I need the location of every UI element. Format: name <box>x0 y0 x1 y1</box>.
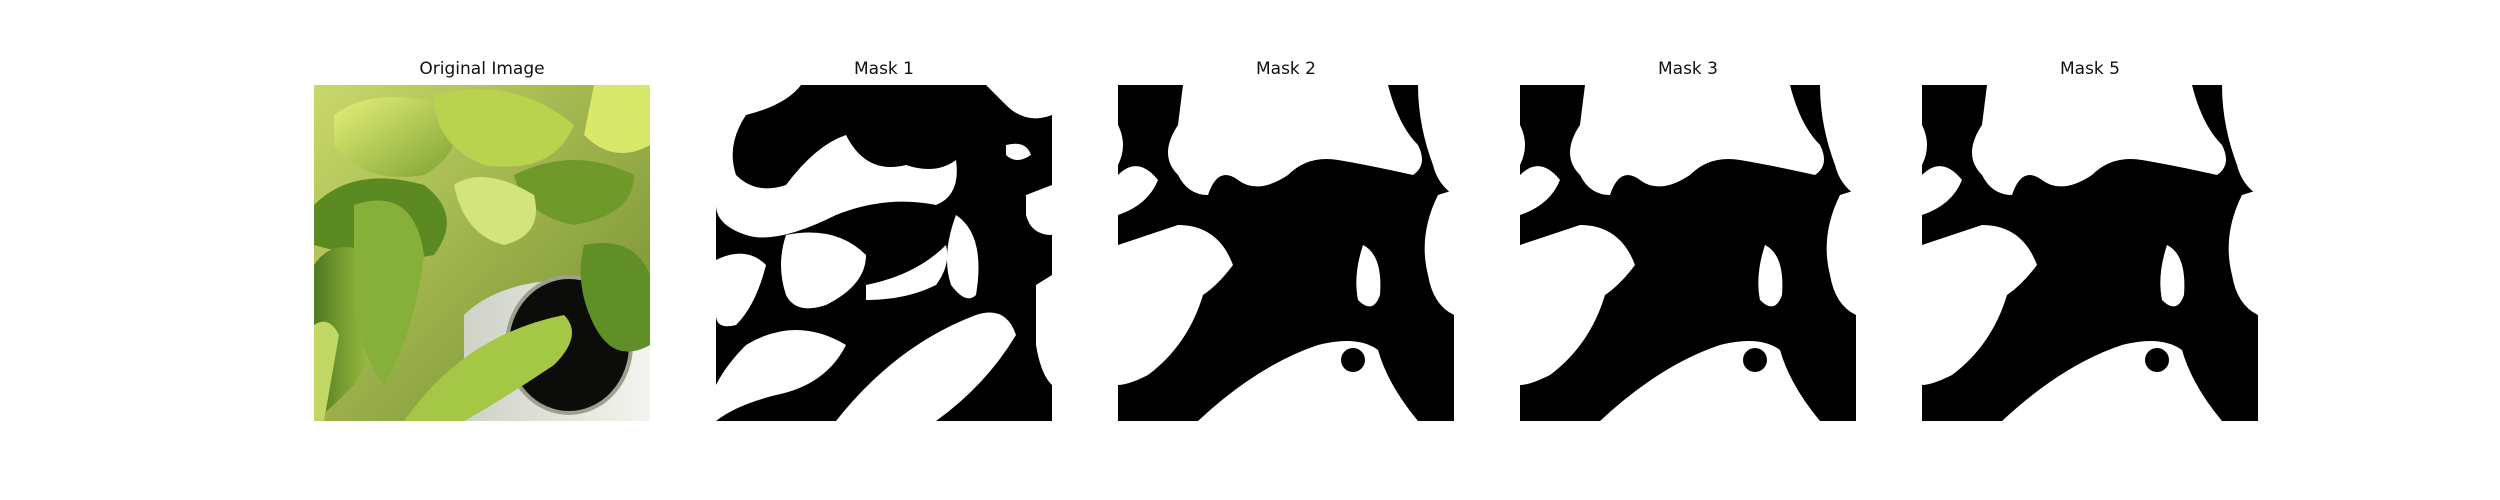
panel-mask-1: Mask 1 <box>716 0 1052 500</box>
panel-title: Mask 3 <box>1520 58 1856 80</box>
panel-title: Mask 5 <box>1922 58 2258 80</box>
panel-title: Mask 2 <box>1118 58 1454 80</box>
original-photo <box>314 85 650 421</box>
mask-5-image <box>1922 85 2258 421</box>
panel-mask-5: Mask 5 <box>1922 0 2258 500</box>
mask-2-image <box>1118 85 1454 421</box>
panel-title: Mask 1 <box>716 58 1052 80</box>
mask-1-image <box>716 85 1052 421</box>
panel-title: Original Image <box>314 58 650 80</box>
mask-3-image <box>1520 85 1856 421</box>
panel-mask-2: Mask 2 <box>1118 0 1454 500</box>
panel-mask-3: Mask 3 <box>1520 0 1856 500</box>
panel-original-image: Original Image <box>314 0 650 500</box>
